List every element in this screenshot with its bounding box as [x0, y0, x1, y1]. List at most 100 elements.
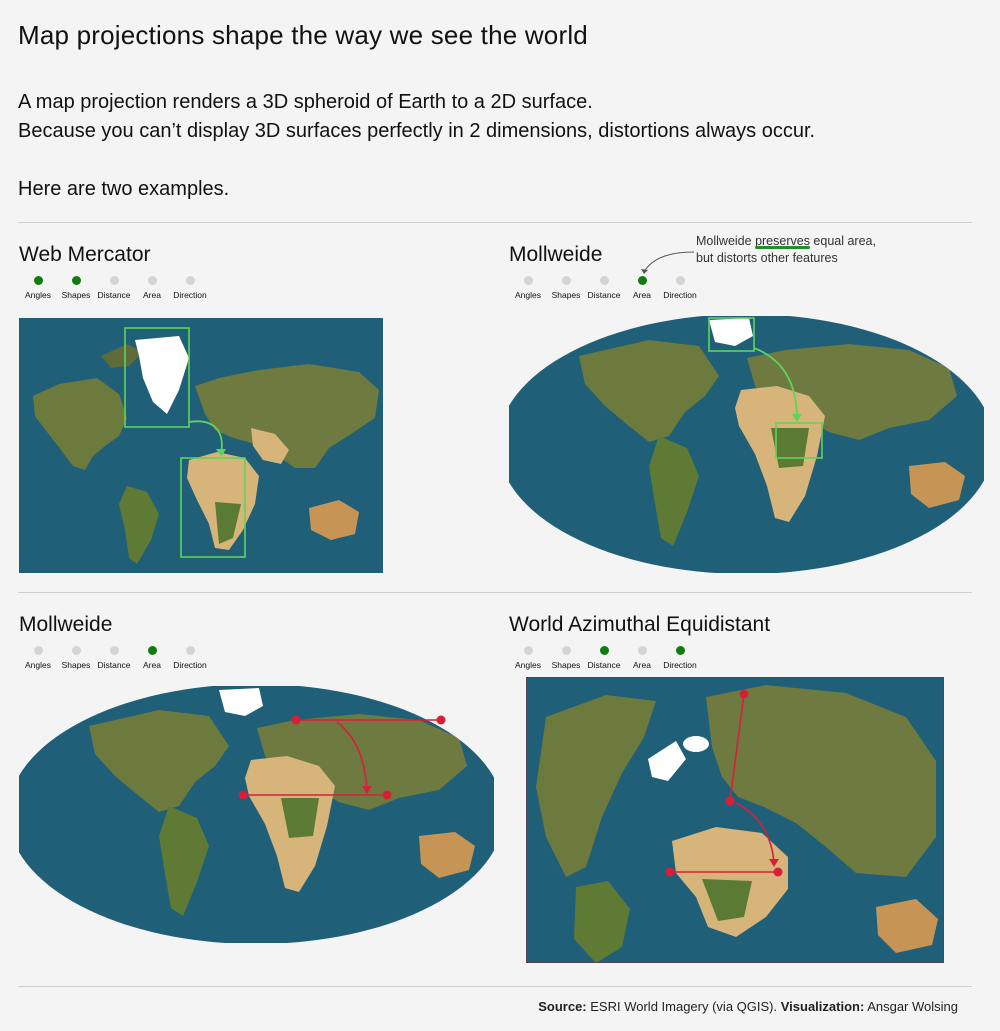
property-direction: Direction: [171, 646, 209, 670]
property-label: Area: [633, 660, 651, 670]
south-america-landmass: [649, 436, 699, 546]
africa-landmass: [187, 452, 259, 550]
footer-credits: Source: ESRI World Imagery (via QGIS). V…: [538, 999, 958, 1014]
property-direction: Direction: [661, 646, 699, 670]
property-area: Area: [133, 646, 171, 670]
north-america-landmass: [89, 710, 229, 812]
north-america-landmass: [33, 378, 127, 470]
active-dot: [147, 646, 157, 655]
australia-landmass: [419, 832, 475, 878]
visualization-text: Ansgar Wolsing: [864, 999, 958, 1014]
property-angles: Angles: [19, 276, 57, 300]
inactive-dot: [523, 646, 533, 655]
central-africa-forest: [702, 879, 752, 921]
annotation-highlight: preserves: [755, 234, 810, 248]
australia-landmass: [876, 899, 938, 953]
comparison-arrowhead: [792, 414, 802, 422]
central-africa-forest: [281, 798, 319, 838]
inactive-dot: [109, 276, 119, 285]
greenland-highlight-box: [124, 327, 190, 428]
greenland-landmass: [709, 318, 753, 346]
map-mollweide-area: [509, 316, 984, 573]
property-area: Area: [623, 646, 661, 670]
property-legend: Angles Shapes Distance Area Direction: [509, 646, 699, 670]
divider-bottom: [18, 986, 972, 987]
route-point: [436, 715, 446, 725]
route-point: [725, 796, 735, 806]
intro-text: A map projection renders a 3D spheroid o…: [18, 88, 978, 204]
property-area: Area: [133, 276, 171, 300]
property-label: Distance: [587, 660, 621, 670]
south-america-landmass: [574, 881, 630, 963]
divider-top: [18, 222, 972, 223]
route-line-northern: [729, 693, 745, 802]
route-point: [238, 790, 248, 800]
active-dot: [71, 276, 81, 285]
australia-landmass: [909, 462, 965, 508]
annotation-leader-line: [643, 251, 695, 273]
route-point: [665, 867, 675, 877]
canadian-arctic-landmass: [101, 344, 143, 368]
inactive-dot: [599, 276, 609, 285]
property-angles: Angles: [19, 646, 57, 670]
inactive-dot: [523, 276, 533, 285]
property-legend: Angles Shapes Distance Area Direction: [509, 276, 699, 300]
property-shapes: Shapes: [57, 276, 95, 300]
page-title: Map projections shape the way we see the…: [18, 20, 588, 50]
comparison-arrowhead: [216, 449, 226, 457]
panel-title: Web Mercator: [19, 243, 151, 266]
property-direction: Direction: [171, 276, 209, 300]
property-label: Distance: [97, 660, 131, 670]
visualization-label: Visualization:: [780, 999, 865, 1014]
south-america-landmass: [119, 486, 159, 564]
route-point: [739, 689, 749, 699]
eurasia-landmass: [747, 344, 957, 440]
active-dot: [33, 276, 43, 285]
property-label: Distance: [587, 290, 621, 300]
property-label: Shapes: [61, 660, 91, 670]
south-america-landmass: [159, 806, 209, 916]
divider-middle: [18, 592, 972, 593]
inactive-dot: [185, 646, 195, 655]
active-dot: [637, 276, 647, 285]
inactive-dot: [147, 276, 157, 285]
comparison-arrow: [735, 802, 775, 864]
area-annotation: Mollweide preserves equal area, but dist…: [696, 233, 906, 267]
africa-highlight-box: [775, 422, 823, 459]
comparison-arrowhead: [362, 786, 372, 794]
property-label: Area: [143, 660, 161, 670]
inactive-dot: [109, 646, 119, 655]
property-distance: Distance: [585, 646, 623, 670]
property-distance: Distance: [585, 276, 623, 300]
panel-title: Mollweide: [509, 243, 603, 266]
property-label: Direction: [663, 660, 697, 670]
comparison-arrowhead: [769, 859, 779, 867]
property-label: Distance: [97, 290, 131, 300]
central-africa-forest: [215, 502, 241, 544]
eurasia-landmass: [195, 364, 379, 468]
greenland-highlight-box: [708, 317, 755, 352]
property-label: Direction: [173, 660, 207, 670]
inactive-dot: [33, 646, 43, 655]
map-mollweide-distance: [19, 686, 494, 943]
property-label: Angles: [25, 290, 51, 300]
annotation-arrowhead: [641, 269, 648, 274]
property-legend: Angles Shapes Distance Area Direction: [19, 276, 209, 300]
route-point: [291, 715, 301, 725]
property-shapes: Shapes: [547, 646, 585, 670]
property-label: Angles: [515, 660, 541, 670]
property-distance: Distance: [95, 276, 133, 300]
inactive-dot: [71, 646, 81, 655]
property-distance: Distance: [95, 646, 133, 670]
source-label: Source:: [538, 999, 587, 1014]
eurasia-landmass: [706, 685, 936, 877]
active-dot: [675, 646, 685, 655]
inactive-dot: [561, 276, 571, 285]
inactive-dot: [637, 646, 647, 655]
inactive-dot: [561, 646, 571, 655]
panel-title: Mollweide: [19, 613, 113, 636]
annotation-suffix: equal area,: [809, 234, 876, 248]
comparison-arrow: [188, 420, 223, 455]
property-label: Direction: [173, 290, 207, 300]
property-label: Angles: [25, 660, 51, 670]
